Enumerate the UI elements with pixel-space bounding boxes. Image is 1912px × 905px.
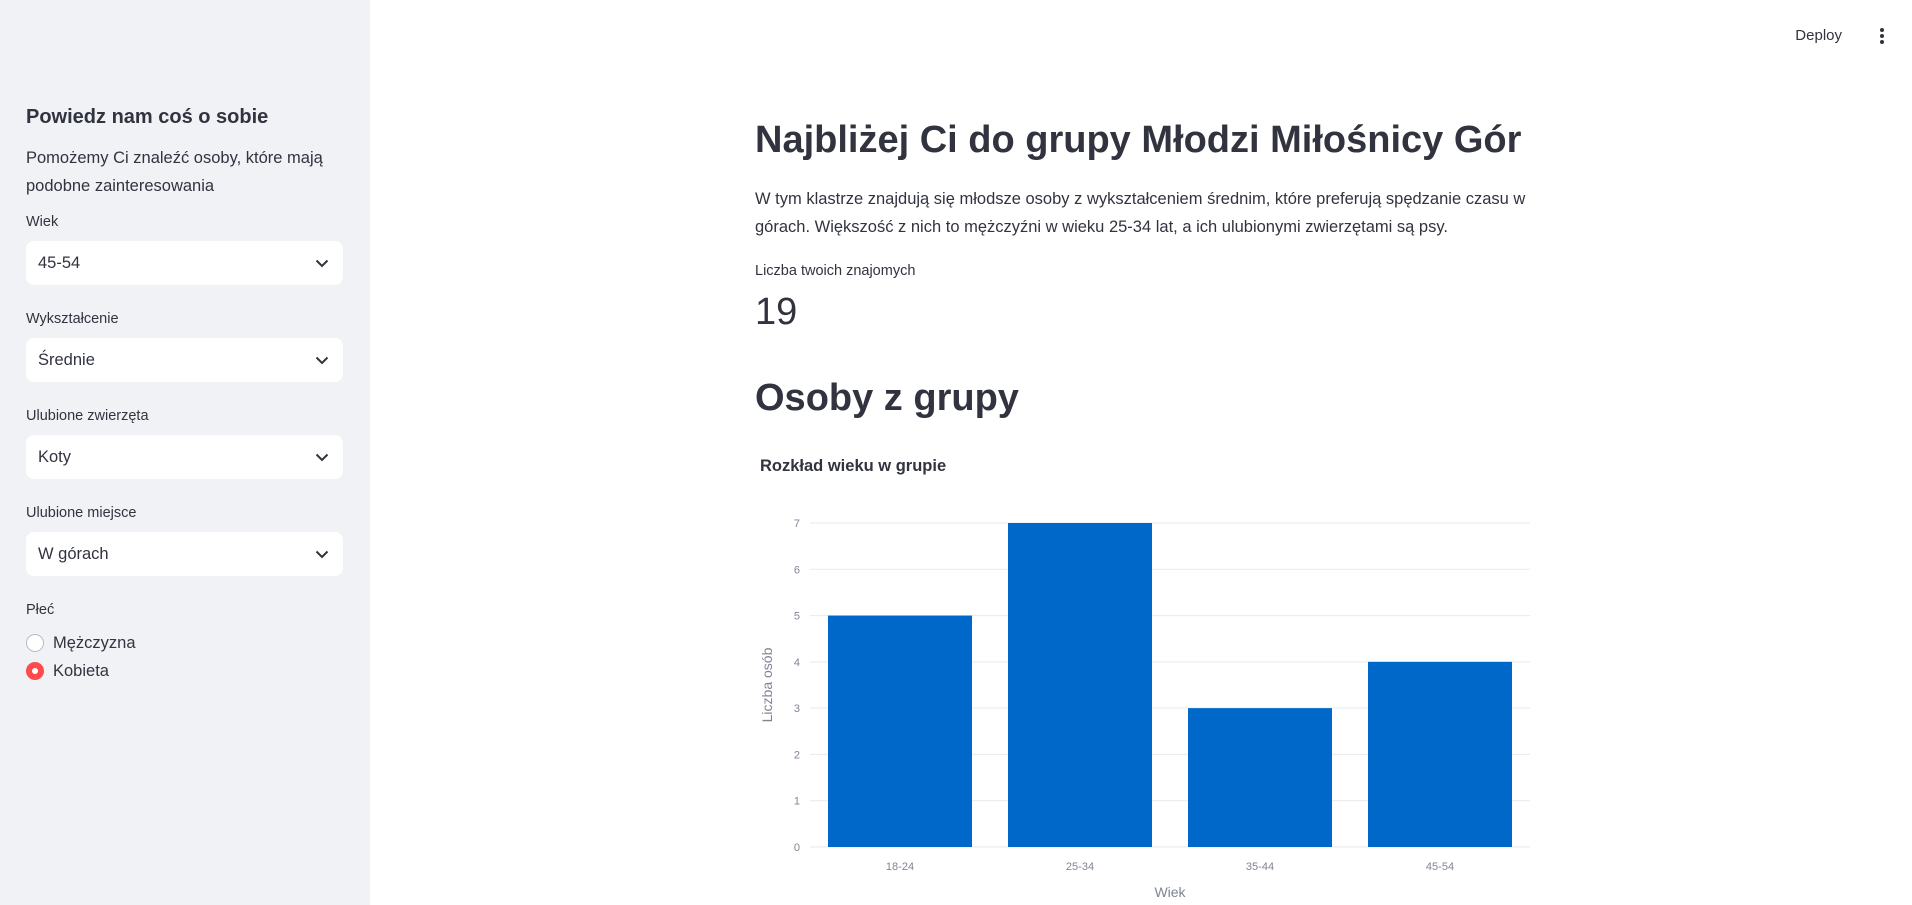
gender-option-label: Kobieta [53, 661, 109, 680]
cluster-description: W tym klastrze znajdują się młodsze osob… [755, 190, 1526, 236]
place-label: Ulubione miejsce [26, 505, 137, 521]
y-tick-label: 2 [794, 749, 800, 761]
y-axis-label: Liczba osób [759, 647, 775, 722]
animals-select[interactable]: Koty [26, 435, 343, 479]
y-tick-label: 7 [794, 518, 800, 530]
bar [1368, 661, 1512, 847]
y-tick-label: 6 [794, 564, 800, 576]
metric-value: 19 [755, 291, 798, 333]
section-title: Osoby z grupy [755, 377, 1019, 419]
metric-label: Liczba twoich znajomych [755, 263, 916, 279]
place-select[interactable]: W górach [26, 532, 343, 576]
kebab-menu-icon[interactable] [1876, 26, 1888, 46]
chart-title: Rozkład wieku w grupie [760, 457, 947, 475]
x-axis-label: Wiek [1154, 884, 1186, 900]
age-label: Wiek [26, 214, 59, 230]
gender-option-male[interactable]: Mężczyzna [26, 629, 344, 657]
gender-option-label: Mężczyzna [53, 633, 136, 652]
radio-button-selected[interactable] [26, 662, 44, 680]
bar [1188, 708, 1332, 847]
sidebar-intro: Pomożemy Ci znaleźć osoby, które mają po… [26, 149, 323, 195]
deploy-button[interactable]: Deploy [1795, 27, 1842, 44]
animals-label: Ulubione zwierzęta [26, 408, 149, 424]
chart-svg: 0 1 2 3 4 5 6 7 18-24 25-34 35-44 45-54 Wiek Liczba o… [759, 518, 1530, 900]
x-tick-label: 45-54 [1426, 861, 1454, 873]
y-tick-label: 5 [794, 611, 800, 623]
age-distribution-chart: Rozkład wieku w grupie 0 1 2 3 4 5 6 7 18-24 25-3… [755, 448, 1535, 905]
y-tick-label: 4 [794, 657, 800, 669]
bar [1008, 523, 1152, 847]
y-tick-label: 0 [794, 842, 800, 854]
x-tick-label: 35-44 [1246, 861, 1274, 873]
y-tick-label: 1 [794, 796, 800, 808]
bar [828, 615, 972, 847]
radio-button[interactable] [26, 634, 44, 652]
chevron-down-icon [315, 356, 329, 364]
education-label: Wykształcenie [26, 311, 119, 327]
age-select[interactable]: 45-54 [26, 241, 343, 285]
age-select-value: 45-54 [38, 253, 81, 272]
gender-option-female[interactable]: Kobieta [26, 657, 344, 685]
education-select[interactable]: Średnie [26, 338, 343, 382]
gender-label: Płeć [26, 602, 55, 618]
sidebar-heading: Powiedz nam coś o sobie [26, 106, 269, 128]
education-select-value: Średnie [38, 350, 95, 369]
y-tick-label: 3 [794, 703, 800, 715]
chevron-down-icon [315, 453, 329, 461]
page-title: Najbliżej Ci do grupy Młodzi Miłośnicy G… [755, 119, 1522, 161]
x-tick-label: 25-34 [1066, 861, 1094, 873]
chevron-down-icon [315, 259, 329, 267]
x-tick-label: 18-24 [886, 861, 914, 873]
place-select-value: W górach [38, 544, 109, 563]
sidebar: Powiedz nam coś o sobie Pomożemy Ci znal… [0, 0, 370, 905]
chevron-down-icon [315, 550, 329, 558]
animals-select-value: Koty [38, 447, 72, 466]
